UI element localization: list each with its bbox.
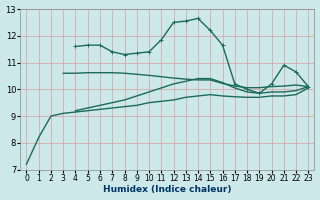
- X-axis label: Humidex (Indice chaleur): Humidex (Indice chaleur): [103, 185, 232, 194]
